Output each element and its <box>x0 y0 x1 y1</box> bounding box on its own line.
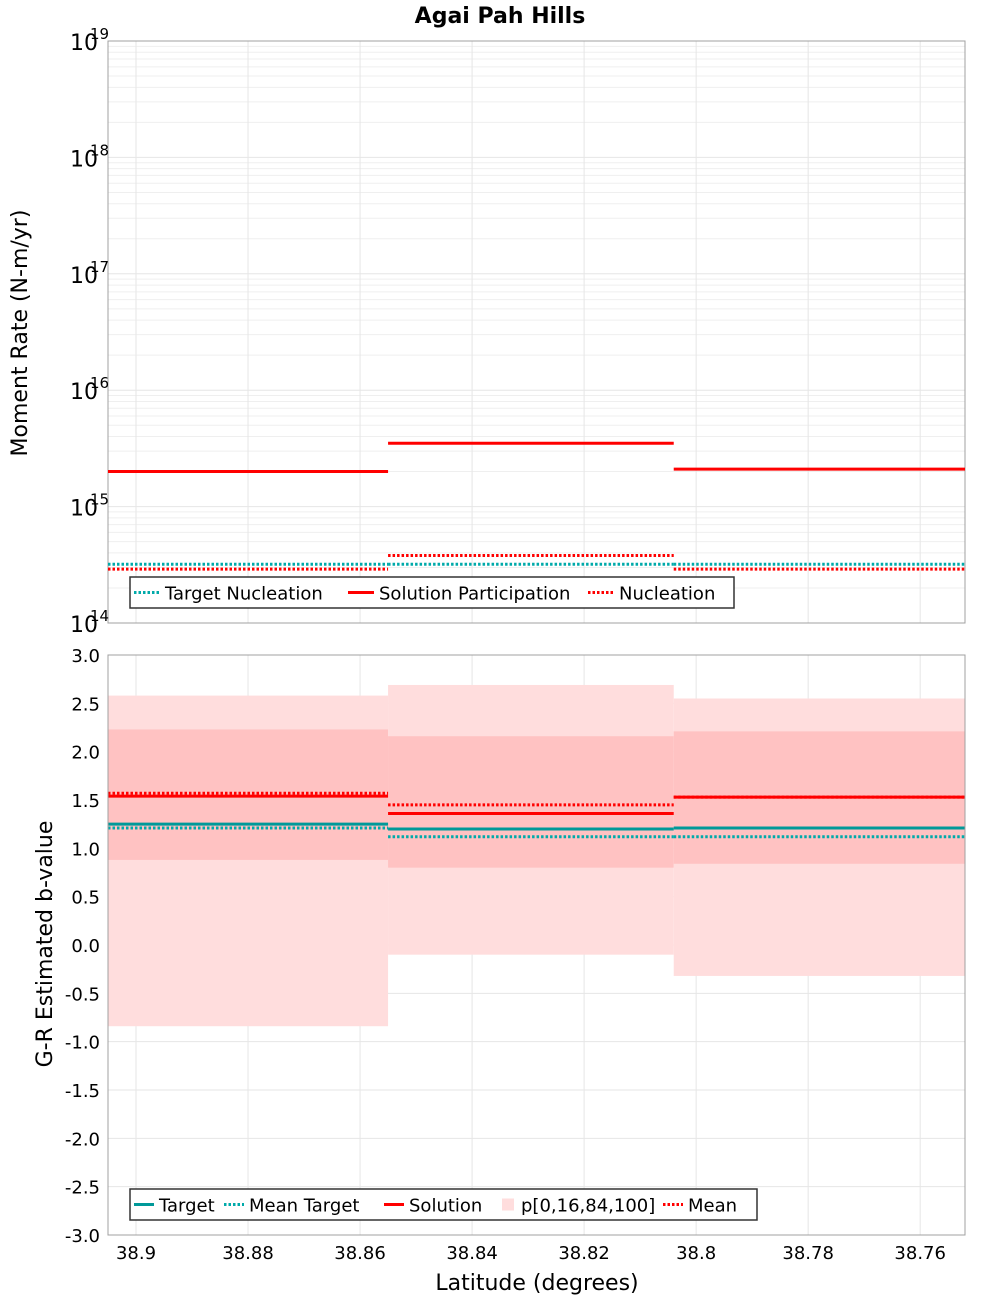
y-tick-label: -1.5 <box>65 1081 100 1102</box>
y-tick-label-base: 10 <box>70 147 98 172</box>
moment-rate-plot-frame <box>107 40 966 624</box>
y-tick-label-base: 10 <box>70 497 98 522</box>
legend-entry-label: p[0,16,84,100] <box>521 1196 655 1217</box>
b-value-legend: Target Mean Target Solution p[0,16,84,100] M… <box>129 1188 758 1221</box>
moment-rate-y-axis-label: Moment Rate (N-m/yr) <box>8 210 33 457</box>
x-tick-label: 38.78 <box>782 1243 834 1264</box>
y-tick-label: 1.0 <box>71 839 100 860</box>
x-tick-label: 38.82 <box>558 1243 610 1264</box>
y-tick-label: 0.0 <box>71 936 100 957</box>
x-tick-label: 38.76 <box>894 1243 946 1264</box>
x-tick-label: 38.9 <box>116 1243 156 1264</box>
y-tick-label: 3.0 <box>71 646 100 667</box>
legend-entry-label: Solution <box>409 1196 482 1217</box>
latitude-x-axis-label: Latitude (degrees) <box>435 1271 638 1296</box>
legend-entry-label: Mean <box>688 1196 737 1217</box>
y-tick-label: -2.5 <box>65 1178 100 1199</box>
y-tick-label: 2.0 <box>71 743 100 764</box>
y-tick-label-base: 10 <box>70 613 98 638</box>
y-tick-label-exponent: 18 <box>90 141 109 159</box>
moment-rate-legend: Target Nucleation Solution Participation N… <box>129 576 735 609</box>
y-tick-label: -3.0 <box>65 1226 100 1247</box>
y-tick-label: -2.0 <box>65 1129 100 1150</box>
y-tick-label: 0.5 <box>71 888 100 909</box>
b-value-plot-frame <box>107 654 966 1236</box>
y-tick-label: 2.5 <box>71 694 100 715</box>
x-tick-label: 38.86 <box>334 1243 386 1264</box>
legend-entry-label: Mean Target <box>249 1196 359 1217</box>
x-tick-label: 38.8 <box>676 1243 716 1264</box>
y-tick-label-base: 10 <box>70 31 98 56</box>
y-tick-label: -1.0 <box>65 1033 100 1054</box>
legend-entry-label: Solution Participation <box>379 584 570 605</box>
y-tick-label-exponent: 17 <box>90 258 109 276</box>
y-tick-label-base: 10 <box>70 264 98 289</box>
legend-entry-label: Target Nucleation <box>164 584 323 605</box>
y-tick-label-exponent: 16 <box>90 374 109 392</box>
legend-entry-label: Target <box>158 1196 215 1217</box>
percentile-band-inner <box>388 736 674 868</box>
y-tick-label: 1.5 <box>71 791 100 812</box>
y-tick-label-exponent: 14 <box>90 607 109 625</box>
x-tick-label: 38.88 <box>222 1243 274 1264</box>
legend-entry-label: Nucleation <box>619 584 715 605</box>
b-value-y-axis-label: G-R Estimated b-value <box>33 821 58 1068</box>
y-tick-label: -0.5 <box>65 984 100 1005</box>
x-tick-label: 38.84 <box>446 1243 498 1264</box>
y-tick-label-exponent: 19 <box>90 25 109 43</box>
y-tick-label-base: 10 <box>70 380 98 405</box>
legend-box <box>129 576 735 609</box>
legend-swatch <box>502 1198 514 1211</box>
y-tick-label-exponent: 15 <box>90 491 109 509</box>
chart-title: Agai Pah Hills <box>415 4 586 29</box>
b-value-panel: 3.0 2.5 2.0 1.5 1.0 0.5 0.0 -0.5 -1.0 -1.5 -2.0 -2.… <box>65 646 966 1264</box>
